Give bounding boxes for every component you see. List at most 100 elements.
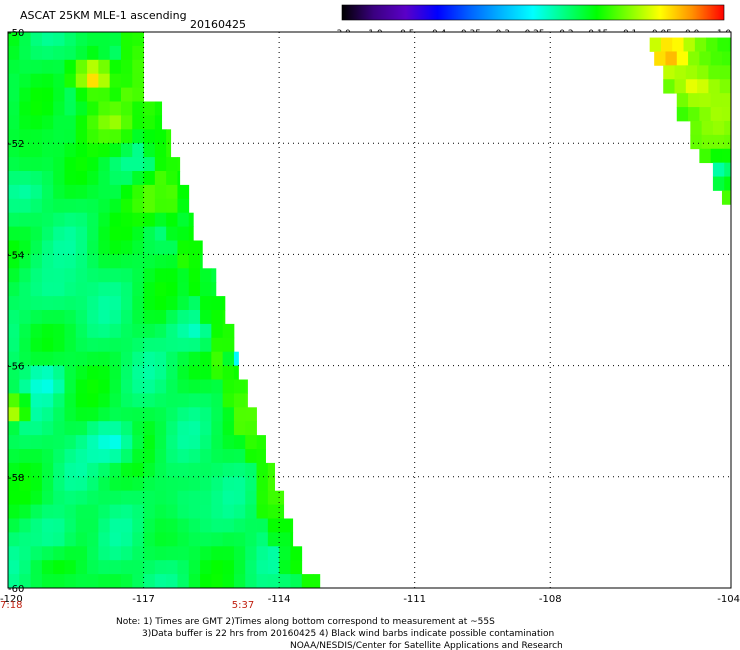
data-cell xyxy=(177,268,190,283)
data-cell xyxy=(64,240,77,255)
data-cell xyxy=(233,462,246,478)
data-cell xyxy=(53,407,65,422)
data-cell xyxy=(211,462,224,478)
data-cell xyxy=(75,365,88,380)
data-cell xyxy=(87,337,99,353)
data-cell xyxy=(143,365,156,380)
data-cell xyxy=(98,254,111,269)
data-cell xyxy=(143,379,156,394)
data-cell xyxy=(166,129,172,144)
data-cell xyxy=(53,574,65,589)
data-cell xyxy=(64,462,77,478)
data-cell xyxy=(87,560,99,575)
data-cell xyxy=(87,379,99,394)
data-cell xyxy=(721,148,732,164)
data-cell xyxy=(109,462,122,478)
data-cell xyxy=(120,143,133,158)
data-cell xyxy=(132,518,144,533)
data-cell xyxy=(154,101,163,116)
data-cell xyxy=(233,449,246,464)
data-cell xyxy=(188,518,201,533)
data-cell xyxy=(120,323,133,339)
data-cell xyxy=(64,73,77,88)
data-cell xyxy=(660,37,673,52)
data-cell xyxy=(143,574,156,589)
data-cell xyxy=(154,296,167,311)
data-cell xyxy=(120,226,133,241)
data-cell xyxy=(663,79,675,94)
data-cell xyxy=(143,157,156,172)
data-cell xyxy=(154,407,167,422)
data-cell xyxy=(233,407,246,422)
data-cell xyxy=(166,504,178,519)
data-cell xyxy=(41,407,54,422)
data-cell xyxy=(98,32,111,47)
data-cell xyxy=(75,546,88,561)
data-cell xyxy=(132,310,144,325)
data-cell xyxy=(166,337,178,353)
data-cell xyxy=(75,157,88,172)
data-cell xyxy=(41,296,54,311)
data-cell xyxy=(712,162,725,177)
data-cell xyxy=(19,282,31,297)
data-cell xyxy=(120,435,133,450)
data-cell xyxy=(75,296,88,311)
data-cell xyxy=(30,129,43,144)
data-cell xyxy=(120,282,133,297)
data-cell xyxy=(120,171,133,186)
data-cell xyxy=(41,462,54,478)
data-cell xyxy=(109,87,122,102)
data-cell xyxy=(211,435,224,450)
data-cell xyxy=(256,574,269,589)
data-cell xyxy=(19,337,31,353)
data-cell xyxy=(8,129,20,144)
data-cell xyxy=(233,379,246,394)
data-cell xyxy=(245,504,257,519)
data-cell xyxy=(211,393,224,408)
data-cell xyxy=(98,184,111,200)
data-cell xyxy=(143,129,156,144)
data-cell xyxy=(166,296,178,311)
data-cell xyxy=(154,546,167,561)
data-cell xyxy=(222,379,235,394)
data-cell xyxy=(64,282,77,297)
data-cell xyxy=(98,490,111,505)
data-cell xyxy=(19,379,31,394)
data-cell xyxy=(8,407,20,422)
data-cell xyxy=(132,226,144,241)
data-cell xyxy=(87,449,99,464)
data-cell xyxy=(200,323,212,339)
data-cell xyxy=(267,560,280,575)
data-cell xyxy=(166,268,178,283)
data-cell xyxy=(120,379,133,394)
data-cell xyxy=(188,268,201,283)
data-cell xyxy=(53,143,65,158)
data-cell xyxy=(41,504,54,519)
data-cell xyxy=(8,73,20,88)
data-cell xyxy=(64,518,77,533)
data-cell xyxy=(290,518,294,533)
data-cell xyxy=(8,143,20,158)
data-cell xyxy=(188,310,201,325)
data-cell xyxy=(53,546,65,561)
data-cell xyxy=(200,379,212,394)
data-cell xyxy=(19,574,31,589)
data-cell xyxy=(109,268,122,283)
data-cell xyxy=(177,171,181,186)
data-cell xyxy=(222,310,226,325)
data-cell xyxy=(8,171,20,186)
data-cell xyxy=(222,449,235,464)
data-cell xyxy=(41,518,54,533)
data-cell xyxy=(53,184,65,200)
data-cell xyxy=(64,87,77,102)
data-cell xyxy=(143,296,156,311)
data-cell xyxy=(53,296,65,311)
data-cell xyxy=(120,574,133,589)
data-cell xyxy=(19,546,31,561)
data-cell xyxy=(109,407,122,422)
data-cell xyxy=(154,379,167,394)
data-cell xyxy=(200,393,212,408)
data-cell xyxy=(98,351,111,366)
data-cell xyxy=(222,351,235,366)
data-cell xyxy=(211,337,224,353)
